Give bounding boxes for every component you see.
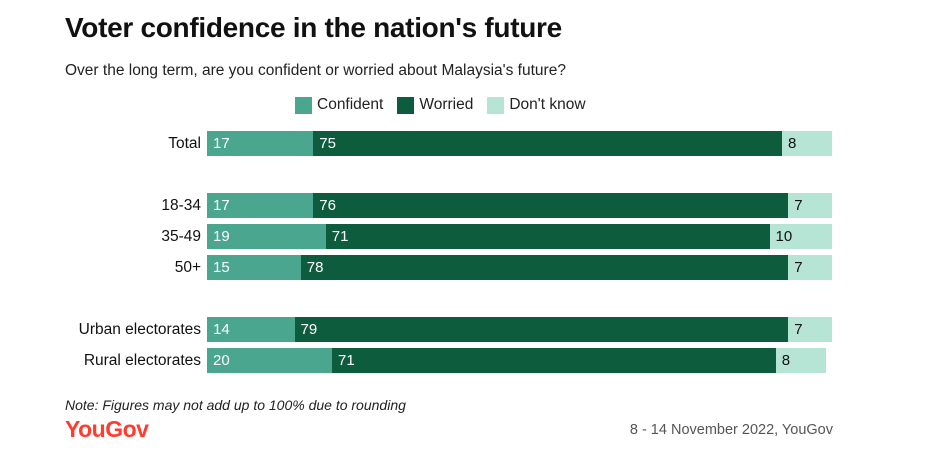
category-label: Total [168,135,201,152]
bar-segment-worried: 71 [325,224,770,249]
category-label: Urban electorates [78,321,201,338]
bar-segment-worried: 75 [313,131,782,156]
legend-swatch [487,96,505,114]
legend-item-dont-know: Don't know [487,96,586,114]
bar-segment-confident: 19 [207,224,326,249]
legend-item-confident: Confident [295,96,383,114]
bar-segment-dont-know: 8 [782,131,832,156]
category-label: 50+ [174,259,201,276]
bar-segment-confident: 14 [207,317,295,342]
category-label: Rural electorates [83,352,201,369]
bar-segment-dont-know: 8 [775,348,826,373]
bar-segment-dont-know: 7 [788,317,832,342]
bar-segment-dont-know: 7 [788,193,832,218]
chart-title: Voter confidence in the nation's future [65,12,562,43]
footnote: Note: Figures may not add up to 100% due… [65,397,406,413]
legend-swatch [295,96,312,114]
bar-segment-dont-know: 10 [769,224,832,249]
legend-swatch [397,96,415,114]
bar-segment-worried: 78 [300,255,789,280]
legend-item-worried: Worried [397,96,473,114]
legend-label: Don't know [509,96,586,113]
category-label: 18-34 [161,197,201,214]
category-label: 35-49 [161,228,201,245]
legend-label: Confident [317,96,384,113]
legend-label: Worried [419,96,474,113]
bar-segment-worried: 71 [332,348,776,373]
bar-segment-confident: 17 [207,193,314,218]
bar-segment-confident: 15 [207,255,301,280]
bar-segment-confident: 20 [207,348,332,373]
chart-subtitle: Over the long term, are you confident or… [65,62,566,79]
yougov-logo: YouGov [65,416,149,442]
bar-segment-dont-know: 7 [788,255,832,280]
bar-segment-confident: 17 [207,131,314,156]
bar-segment-worried: 79 [294,317,789,342]
chart-legend: Confident Worried Don't know [295,94,586,116]
source-text: 8 - 14 November 2022, YouGov [629,422,833,438]
bar-segment-worried: 76 [313,193,789,218]
